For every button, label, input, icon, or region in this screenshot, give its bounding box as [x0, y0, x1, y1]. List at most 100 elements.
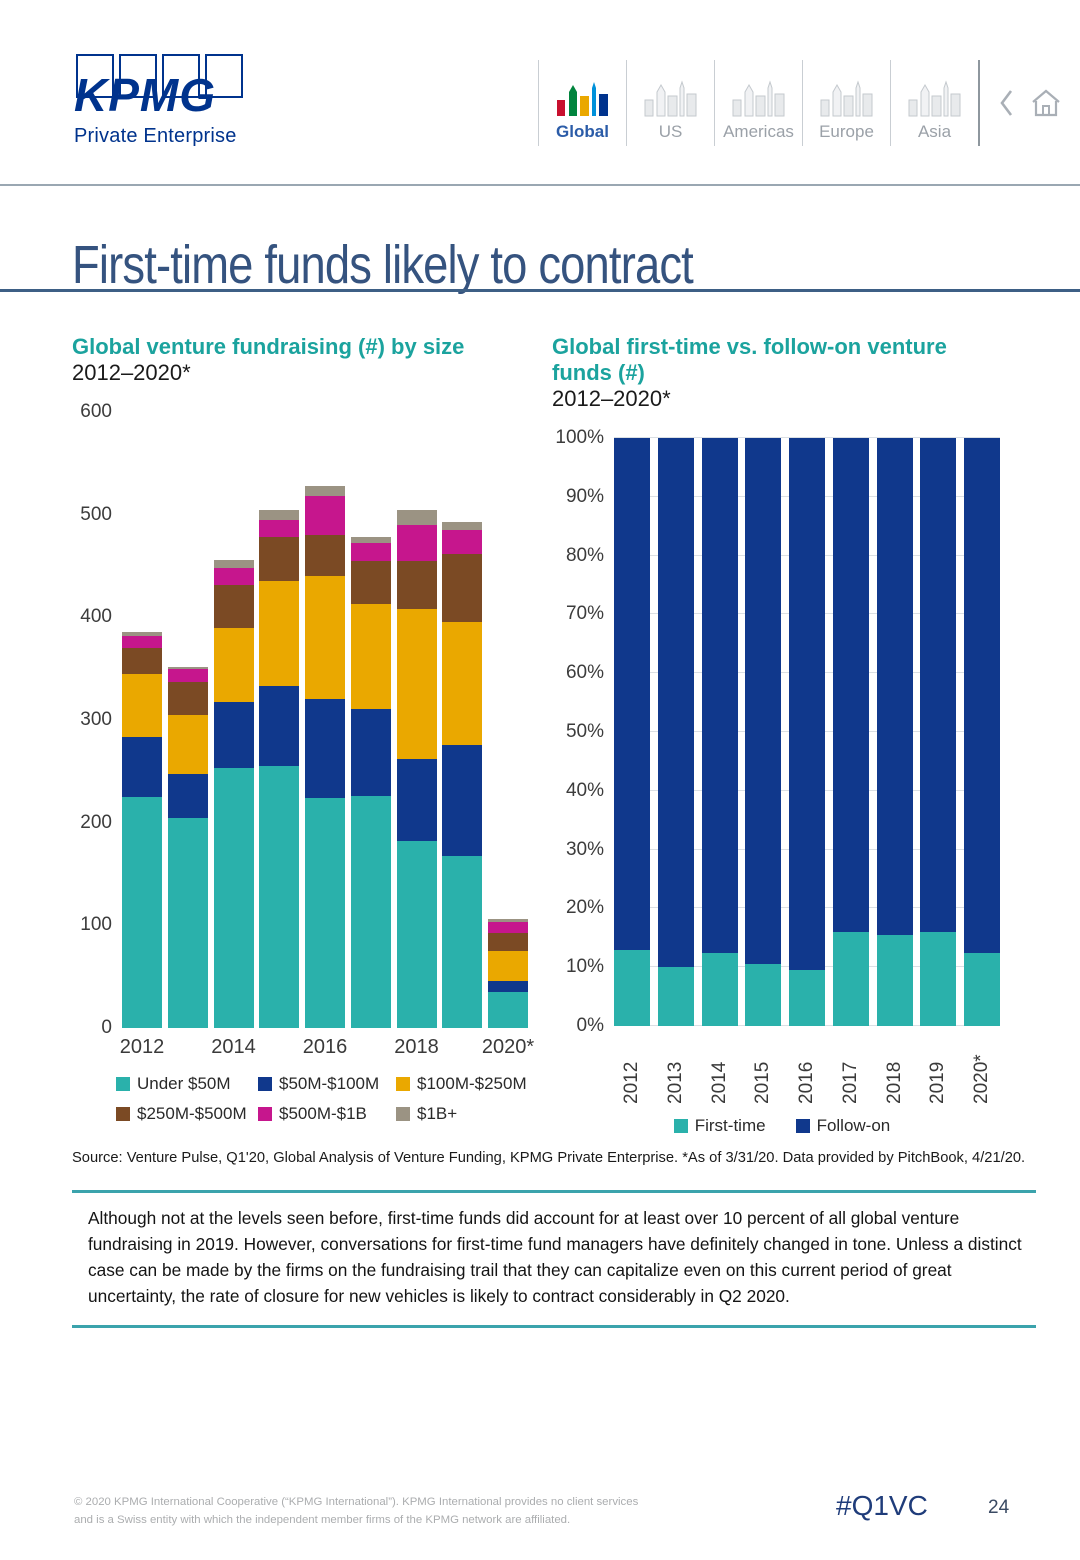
bar-segment — [350, 537, 391, 544]
x-tick-label: 2012 — [119, 1036, 165, 1058]
tab-us[interactable]: US — [626, 60, 714, 146]
legend-item: $100M-$250M — [396, 1074, 536, 1094]
bar-segment — [657, 438, 694, 968]
bar-segment — [305, 699, 345, 799]
x-tick-label: 2013 — [664, 1061, 686, 1104]
y-tick-label: 600 — [80, 401, 112, 422]
x-slot: 2015 — [745, 1034, 781, 1104]
bar-segment — [167, 668, 208, 683]
city-skyline-icon — [731, 77, 787, 119]
bar-2012 — [122, 631, 162, 1028]
tab-global[interactable]: Global — [538, 60, 626, 146]
bar-segment — [396, 841, 437, 1028]
legend-swatch — [116, 1077, 130, 1091]
bar-segment — [350, 708, 391, 796]
bars — [122, 412, 528, 1028]
legend-item: $1B+ — [396, 1104, 536, 1124]
bar-segment — [396, 759, 437, 842]
x-tick-label: 2017 — [839, 1061, 861, 1104]
bars — [614, 438, 1000, 1026]
y-tick-label: 20% — [565, 897, 604, 919]
bar-2018 — [396, 509, 437, 1028]
bar-segment — [259, 509, 300, 520]
bar-segment — [832, 438, 869, 932]
y-tick-label: 200 — [80, 811, 112, 833]
kpmg-logo-squares-icon — [76, 54, 243, 98]
tab-label: Asia — [917, 122, 952, 141]
city-skyline-icon — [907, 77, 963, 119]
bar-segment — [122, 635, 162, 649]
bar-segment — [305, 798, 345, 1028]
bar-segment — [614, 438, 650, 950]
bar-segment — [213, 584, 254, 628]
bar-segment — [701, 952, 738, 1026]
left-chart-plot: 0 100 200 300 400 500 600 2012 2014 2016 2018 2020* — [72, 402, 536, 1062]
bar-2016 — [305, 485, 345, 1028]
tab-europe[interactable]: Europe — [802, 60, 890, 146]
bar-2017 — [832, 438, 869, 1026]
bar-2017 — [350, 537, 391, 1028]
bar-segment — [488, 951, 528, 981]
tab-americas[interactable]: Americas — [714, 60, 802, 146]
footer-disclaimer: © 2020 KPMG International Cooperative (“… — [74, 1496, 639, 1526]
bar-2018 — [876, 438, 913, 1026]
bar-segment — [305, 485, 345, 497]
tab-asia[interactable]: Asia — [890, 60, 978, 146]
legend-swatch — [116, 1107, 130, 1121]
right-chart-title: Global first-time vs. follow-on venture … — [552, 334, 947, 385]
city-skyline-icon — [819, 77, 875, 119]
x-tick-label: 2015 — [752, 1061, 774, 1104]
legend-label: $1B+ — [417, 1104, 458, 1123]
bar-segment — [876, 934, 913, 1026]
bar-2012 — [614, 438, 650, 1026]
bar-segment — [657, 967, 694, 1026]
kpmg-logo-subtext: Private Enterprise — [74, 125, 237, 147]
left-chart-subtitle: 2012–2020* — [72, 360, 191, 385]
bar-segment — [964, 952, 1000, 1026]
bar-segment — [488, 932, 528, 952]
x-tick-label: 2014 — [211, 1036, 256, 1058]
region-nav: Global US Americas Europe Asia — [538, 60, 1080, 146]
bar-segment — [305, 496, 345, 536]
left-chart-legend: Under $50M $50M-$100M $100M-$250M $250M-$50… — [72, 1074, 536, 1124]
bar-segment — [213, 768, 254, 1028]
bar-segment — [442, 553, 483, 623]
kpmg-logo-text: KPMG — [74, 69, 216, 121]
legend-item: $250M-$500M — [116, 1104, 258, 1124]
y-tick-label: 400 — [80, 606, 112, 628]
y-tick-label: 300 — [80, 709, 112, 730]
bar-segment — [789, 438, 825, 971]
bar-segment — [213, 627, 254, 702]
x-slot: 2019 — [920, 1034, 956, 1104]
right-chart-subtitle: 2012–2020* — [552, 386, 671, 411]
x-slot: 2020* — [964, 1034, 1000, 1104]
bar-segment — [832, 931, 869, 1026]
legend-item: $500M-$1B — [258, 1104, 396, 1124]
bar-2016 — [789, 438, 825, 1026]
x-slot: 2018 — [877, 1034, 913, 1104]
tab-label: US — [658, 122, 683, 141]
bar-segment — [259, 686, 300, 767]
right-plot-area: 0% 10% 20% 30% 40% 50% 60% 70% 80% 90% 100% — [552, 428, 1012, 1036]
bar-segment — [350, 560, 391, 604]
y-tick-label: 70% — [565, 603, 604, 625]
bar-2014 — [701, 438, 738, 1026]
source-note: Source: Venture Pulse, Q1'20, Global Ana… — [72, 1150, 1026, 1166]
bar-2014 — [213, 559, 254, 1028]
chevron-left-icon[interactable] — [998, 88, 1014, 118]
y-tick-label: 50% — [565, 721, 604, 742]
y-tick-label: 30% — [565, 838, 604, 860]
bar-segment — [442, 530, 483, 554]
bar-segment — [167, 666, 208, 669]
x-tick-label: 2016 — [302, 1036, 348, 1058]
bar-segment — [745, 438, 782, 965]
bar-2019 — [442, 521, 483, 1028]
bar-segment — [305, 535, 345, 577]
y-tick-label: 60% — [565, 662, 604, 684]
nav-separator — [978, 60, 980, 146]
home-icon[interactable] — [1029, 88, 1063, 118]
legend-swatch — [795, 1119, 810, 1133]
bar-segment — [122, 631, 162, 636]
bar-2015 — [259, 509, 300, 1028]
city-skyline-icon — [555, 77, 611, 119]
